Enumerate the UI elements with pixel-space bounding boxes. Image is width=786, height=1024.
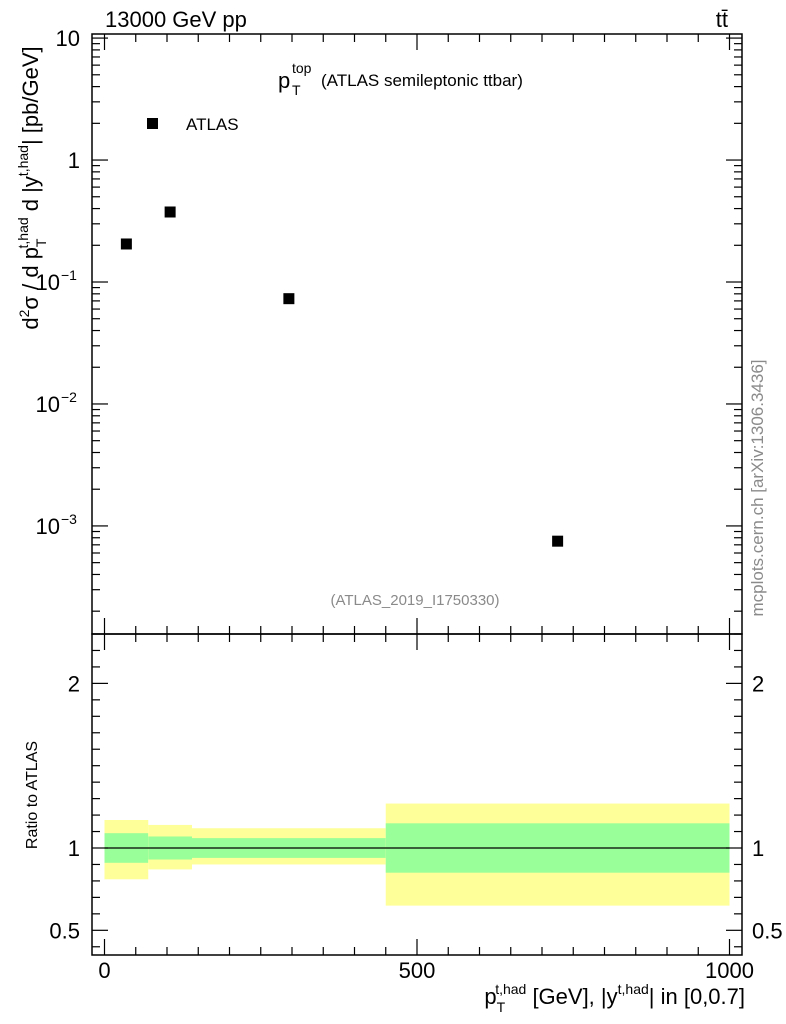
y-tick-exp-2: −1 — [61, 267, 77, 283]
data-point-3 — [552, 535, 564, 547]
x-tick-label-0: 0 — [98, 958, 110, 983]
title-sub: T — [292, 82, 301, 98]
y-tick-exp-4: −3 — [61, 511, 77, 527]
svg-text:p: p — [278, 68, 290, 93]
legend-entry-atlas: ATLAS — [186, 115, 239, 134]
svg-text:pTt,had [GeV], |yt,had| in [0,: pTt,had [GeV], |yt,had| in [0,0.7] — [484, 981, 745, 1015]
ratio-y-label-right-2: 2 — [752, 671, 764, 696]
y-tick-label-3: 10 — [36, 392, 60, 417]
data-point-1 — [164, 206, 176, 218]
title-rest: (ATLAS semileptonic ttbar) — [321, 71, 523, 90]
ratio-axis-ticks: 0.5 0.5 1 1 2 2 0 500 1000 — [49, 633, 783, 983]
analysis-id: (ATLAS_2019_I1750330) — [330, 592, 499, 609]
watermark: mcplots.cern.ch [arXiv:1306.3436] — [748, 359, 767, 616]
data-points — [120, 206, 564, 547]
y-tick-label-2: 10 — [36, 270, 60, 295]
y-tick-label-0: 10 — [56, 26, 80, 51]
ratio-bands — [104, 803, 730, 906]
y-tick-label-1: 1 — [68, 148, 80, 173]
svg-text:d2σ / d pTt,had d |yt,had| [: d2σ / d pTt,had d |yt,had| [pb/GeV] — [15, 46, 49, 329]
ratio-y-label-right-0: 0.5 — [752, 918, 783, 943]
x-tick-label-2: 1000 — [705, 958, 754, 983]
ratio-y-label: Ratio to ATLAS — [24, 741, 41, 849]
data-point-2 — [283, 293, 295, 305]
legend: ATLAS — [147, 115, 239, 134]
plot-title: p top T (ATLAS semileptonic ttbar) — [278, 60, 523, 98]
ratio-y-label-right-1: 1 — [752, 836, 764, 861]
legend-marker — [147, 118, 158, 129]
y-tick-exp-3: −2 — [61, 389, 77, 405]
y-tick-label-4: 10 — [36, 514, 60, 539]
energy-label: 13000 GeV pp — [105, 7, 247, 32]
ratio-y-label-left-1: 1 — [68, 836, 80, 861]
title-sup: top — [292, 60, 312, 76]
x-tick-label-1: 500 — [399, 958, 436, 983]
main-y-label: d2σ / d pTt,had d |yt,had| [pb/GeV] — [15, 46, 49, 329]
ratio-y-label-left-2: 2 — [68, 671, 80, 696]
process-label: tt̄ — [716, 7, 728, 32]
ratio-y-label-left-0: 0.5 — [49, 918, 80, 943]
data-point-0 — [120, 238, 132, 250]
ratio-plot-frame — [91, 633, 743, 956]
x-axis-label: pTt,had [GeV], |yt,had| in [0,0.7] — [484, 981, 745, 1015]
title-main: p — [278, 68, 290, 93]
